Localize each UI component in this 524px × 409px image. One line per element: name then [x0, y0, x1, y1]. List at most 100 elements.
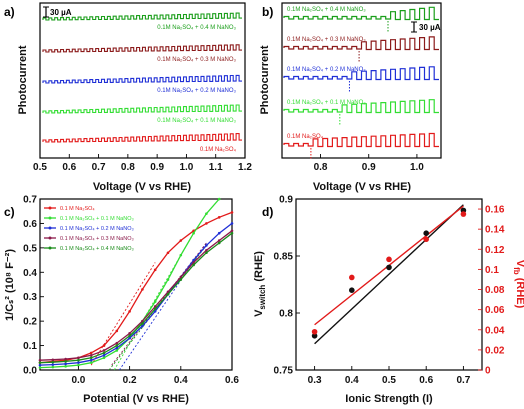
panel-d-y-tick-label-left-0: 0.75	[274, 366, 294, 377]
panel-d-y-ticks-right: 0 0.02 0.04 0.06 0.08 0.1 0.12 0.14 0.16	[478, 205, 505, 377]
panel-c-x-ticks: 0.0 0.2 0.4 0.6	[71, 366, 239, 386]
panel-c-point-2-14	[217, 197, 221, 201]
panel-c-point-5-5	[102, 351, 106, 355]
panel-b-traces	[283, 6, 439, 159]
panel-d-x-tick-label-1: 0.4	[345, 375, 359, 386]
panel-c-point-5-1	[51, 360, 55, 364]
panel-a-trace-2	[42, 44, 242, 53]
panel-c-legend-marker-1	[48, 206, 52, 210]
panel-d-fit-lines	[314, 204, 464, 345]
panel-c-point-2-3	[77, 363, 80, 367]
panel-c-point-2-5	[102, 356, 106, 360]
panel-c-point-5-15	[230, 231, 234, 235]
panel-c-point-2-12	[192, 231, 195, 235]
panel-c-y-tick-label-6: 0.6	[23, 219, 37, 230]
panel-b-trace-1	[283, 6, 439, 21]
panel-d-y-tick-label-left-1: 0.8	[279, 309, 293, 320]
panel-c-point-1-7	[128, 310, 131, 313]
panel-c-y-tick-label-1: 0.1	[23, 341, 37, 352]
panel-d: d) 0.3 0.4 0.5 0.6 0.7 0.750.80.850.9 00.020…	[253, 195, 524, 406]
panel-a-x-tick-label-4: 0.9	[150, 162, 164, 173]
panel-b-x-ticks: 0.8 0.9 1.0	[314, 154, 424, 173]
panel-b-letter: b)	[262, 5, 273, 19]
panel-c-y-tick-label-4: 0.4	[23, 268, 37, 279]
panel-c-curve-5	[39, 232, 233, 364]
panel-a-trace-5	[42, 133, 242, 143]
panel-c-point-4-2	[64, 357, 67, 361]
panel-d-x-label: Ionic Strength (I)	[345, 393, 433, 405]
panel-c-point-2-2	[64, 365, 67, 368]
panel-c-point-2-1	[51, 365, 55, 369]
panel-c-legend-marker-4	[48, 236, 52, 240]
panel-a-x-label: Voltage (V vs RHE)	[93, 181, 192, 193]
panel-c-point-4-6	[115, 341, 119, 345]
panel-d-y-tick-label-left-2: 0.85	[274, 252, 294, 263]
panel-c-point-2-6	[115, 349, 119, 352]
panel-a-x-tick-label-0: 0.5	[33, 162, 47, 173]
panel-a-frame	[39, 2, 246, 159]
panel-c-curve-1	[39, 211, 233, 364]
panel-d-y-tick-label-right-7: 0.14	[485, 225, 505, 236]
panel-a-series-label-4: 0.1M Na₂SO₄ + 0.1 M NaNO₃	[157, 118, 236, 124]
panel-b-scale-bar-label: 30 µA	[419, 23, 441, 32]
panel-d-x-tick-label-2: 0.5	[382, 375, 396, 386]
panel-c-point-3-1	[51, 363, 55, 366]
panel-c-point-3-5	[102, 354, 106, 357]
panel-a-x-tick-label-6: 1.1	[209, 162, 223, 173]
panel-b-x-tick-label-2: 1.0	[410, 162, 424, 173]
panel-c-point-4-12	[192, 261, 195, 264]
panel-c-legend-label-4: 0.1 M Na₂SO₄ + 0.3 M NaNO₃	[60, 236, 134, 242]
panel-c-y-ticks: 0.0 0.1 0.2 0.3 0.4 0.5 0.6 0.7	[23, 195, 44, 377]
panel-d-point-vfb-4	[460, 211, 467, 217]
panel-d-y-label-right-tail: (RHE)	[514, 275, 524, 309]
panel-c-point-1-9	[153, 268, 157, 272]
panel-c-point-3-6	[115, 346, 119, 350]
panel-c-y-tick-label-0: 0.0	[23, 366, 37, 377]
panel-c-point-2-0	[38, 366, 42, 369]
panel-a-letter: a)	[4, 5, 15, 19]
panel-b-series-label-3: 0.1M Na₂SO₄ + 0.2 M NaNO₃	[287, 67, 366, 73]
panel-a-y-label: Photocurrent	[17, 45, 29, 114]
panel-c-point-5-8	[141, 322, 144, 325]
panel-c-point-4-13	[205, 249, 208, 252]
panel-c-point-4-14	[217, 239, 221, 242]
panel-c-point-1-6	[115, 329, 119, 333]
panel-c-legend-label-2: 0.1 M Na₂SO₄ + 0.1 M NaNO₃	[60, 216, 134, 222]
panel-b-series-labels: 0.1M Na₂SO₄ + 0.4 M NaNO₃ 0.1M Na₂SO₄ + 0…	[287, 7, 366, 140]
panel-c-y-tick-label-2: 0.2	[23, 317, 37, 328]
panel-c-point-2-4	[89, 361, 93, 364]
panel-c-legend-marker-3	[48, 226, 52, 230]
panel-c-legend-marker-2	[48, 216, 52, 220]
panel-c-point-3-15	[230, 222, 234, 225]
panel-c-point-4-15	[230, 229, 234, 233]
panel-c-point-3-3	[77, 361, 80, 364]
panel-b-series-label-4: 0.1M Na₂SO₄ + 0.1 M NaNO₃	[287, 100, 366, 106]
panel-a-x-tick-label-1: 0.6	[62, 162, 76, 173]
panel-c-legend-label-5: 0.1 M Na₂SO₄ + 0.4 M NaNO₃	[60, 246, 134, 252]
panel-c-point-5-11	[179, 278, 183, 281]
panel-c-point-4-1	[51, 358, 55, 362]
panel-d-y-tick-label-right-1: 0.02	[485, 345, 505, 356]
panel-c-point-2-13	[205, 212, 208, 215]
panel-c-point-1-5	[102, 344, 106, 347]
panel-c-legend-label-3: 0.1 M Na₂SO₄ + 0.2 M NaNO₃	[60, 226, 134, 232]
panel-c-y-tick-label-5: 0.5	[23, 243, 37, 254]
panel-c-point-5-10	[166, 292, 170, 296]
panel-b-trace-3	[283, 66, 439, 81]
panel-c-point-3-4	[89, 358, 93, 362]
panel-d-point-vfb-0	[311, 328, 318, 335]
panel-c-point-4-11	[179, 275, 183, 279]
panel-c-point-1-8	[141, 288, 144, 291]
panel-c-fit-1	[90, 262, 156, 366]
panel-c-point-4-7	[128, 332, 131, 335]
panel-d-y-tick-label-left-3: 0.9	[279, 195, 293, 206]
panel-a-series-label-1: 0.1M Na₂SO₄ + 0.4 M NaNO₃	[157, 25, 236, 31]
panel-d-y-ticks-left: 0.75 0.8 0.85 0.9	[274, 195, 300, 377]
panel-a-trace-4	[42, 104, 242, 114]
panel-d-x-tick-label-0: 0.3	[308, 375, 322, 386]
panel-a-trace-3	[42, 74, 242, 84]
panel-d-y-label-left-sub: switch	[258, 285, 267, 310]
panel-c-x-tick-label-0: 0.0	[71, 375, 85, 386]
panel-b-frame	[281, 2, 442, 159]
